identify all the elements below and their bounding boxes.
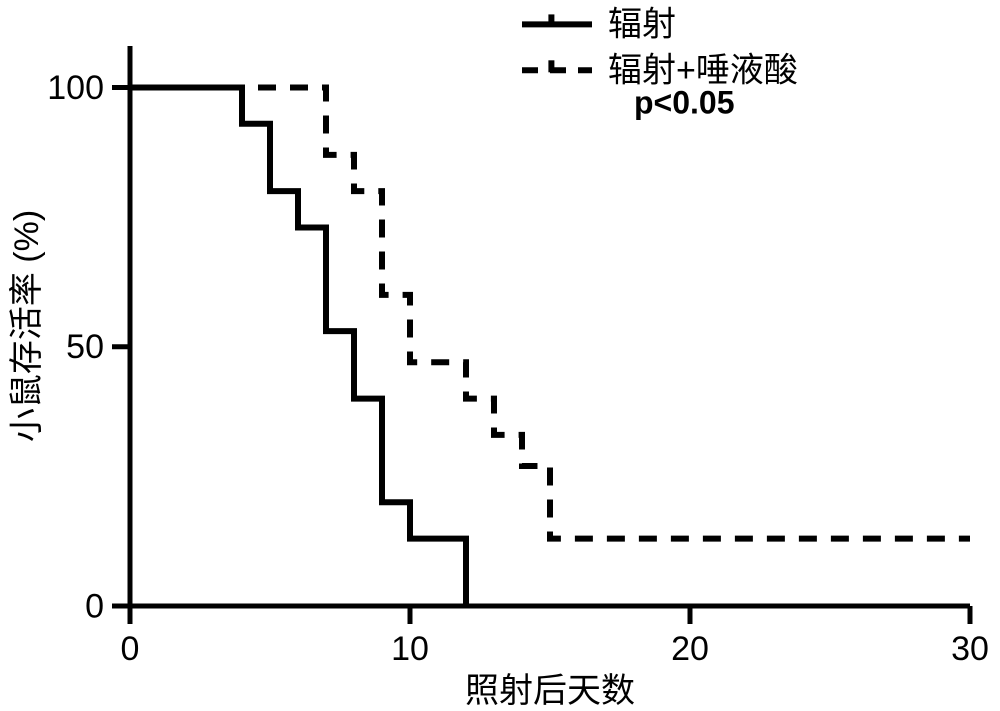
survival-chart: 0102030照射后天数050100小鼠存活率 (%)辐射辐射+唾液酸p<0.0…: [0, 0, 1000, 711]
series-辐射+唾液酸: [130, 87, 970, 538]
chart-svg: 0102030照射后天数050100小鼠存活率 (%)辐射辐射+唾液酸p<0.0…: [0, 0, 1000, 711]
y-tick-label: 0: [85, 587, 104, 625]
x-tick-label: 10: [391, 630, 429, 668]
x-tick-label: 20: [671, 630, 709, 668]
p-value: p<0.05: [634, 84, 735, 120]
x-tick-label: 30: [951, 630, 989, 668]
y-axis-label: 小鼠存活率 (%): [8, 210, 46, 442]
x-axis-label: 照射后天数: [465, 672, 635, 710]
y-tick-label: 100: [47, 69, 104, 107]
x-tick-label: 0: [121, 630, 140, 668]
legend-label: 辐射: [608, 6, 676, 44]
y-tick-label: 50: [66, 328, 104, 366]
series-辐射: [130, 87, 466, 606]
